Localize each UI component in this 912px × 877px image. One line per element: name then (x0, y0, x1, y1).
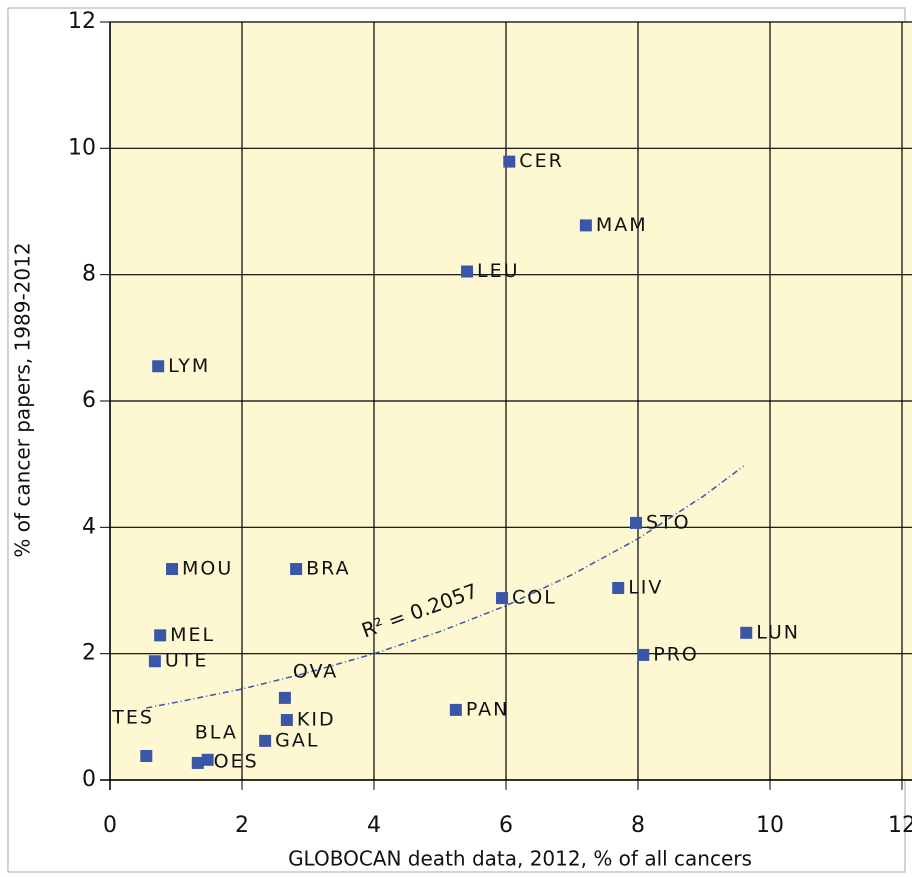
y-axis-label: % of cancer papers, 1989-2012 (11, 242, 35, 557)
point-label: COL (512, 587, 557, 609)
point (280, 713, 293, 726)
point (579, 219, 592, 232)
y-tick-label: 0 (82, 767, 96, 792)
point (278, 691, 291, 704)
point (630, 516, 643, 529)
point-label: MEL (170, 624, 215, 646)
point-label: MOU (182, 558, 233, 580)
point (140, 749, 153, 762)
point (148, 655, 161, 668)
point (201, 753, 214, 766)
x-tick-label: 12 (888, 813, 912, 838)
point-label: UTE (165, 650, 209, 672)
point (449, 703, 462, 716)
point-label: OVA (293, 660, 338, 682)
x-tick-label: 10 (756, 813, 784, 838)
point-label: KID (297, 708, 336, 730)
point-label: LUN (756, 621, 800, 643)
x-tick-label: 8 (631, 813, 645, 838)
point (154, 629, 167, 642)
point (259, 734, 272, 747)
x-tick-label: 4 (367, 813, 381, 838)
x-tick-label: 0 (103, 813, 117, 838)
x-tick-label: 2 (235, 813, 249, 838)
point (191, 756, 204, 769)
point-label: CER (519, 150, 563, 172)
y-tick-label: 2 (82, 641, 96, 666)
point-label: PAN (466, 698, 509, 720)
y-tick-label: 6 (82, 388, 96, 413)
point-label: LIV (628, 576, 663, 598)
point-label: LEU (477, 260, 520, 282)
y-tick-label: 12 (68, 9, 96, 34)
y-tick-label: 8 (82, 262, 96, 287)
point-label: TES (111, 706, 154, 728)
point (637, 648, 650, 661)
point (503, 155, 516, 168)
point (740, 626, 753, 639)
trend-line (146, 465, 745, 709)
x-tick-label: 6 (499, 813, 513, 838)
y-tick-label: 10 (68, 135, 96, 160)
point-label: OES (214, 750, 259, 772)
point (290, 563, 303, 576)
point-label: STO (646, 511, 691, 533)
point-label: MAM (596, 214, 648, 236)
point (152, 360, 165, 373)
point (461, 265, 474, 278)
point (166, 563, 179, 576)
point (496, 592, 509, 605)
point-label: PRO (653, 643, 699, 665)
point-label: BRA (306, 558, 350, 580)
x-axis-label: GLOBOCAN death data, 2012, % of all canc… (288, 847, 752, 871)
point-label: LYM (168, 355, 210, 377)
point-label: GAL (275, 729, 319, 751)
y-tick-label: 4 (82, 514, 96, 539)
point (612, 581, 625, 594)
point-label: BLA (195, 721, 238, 743)
